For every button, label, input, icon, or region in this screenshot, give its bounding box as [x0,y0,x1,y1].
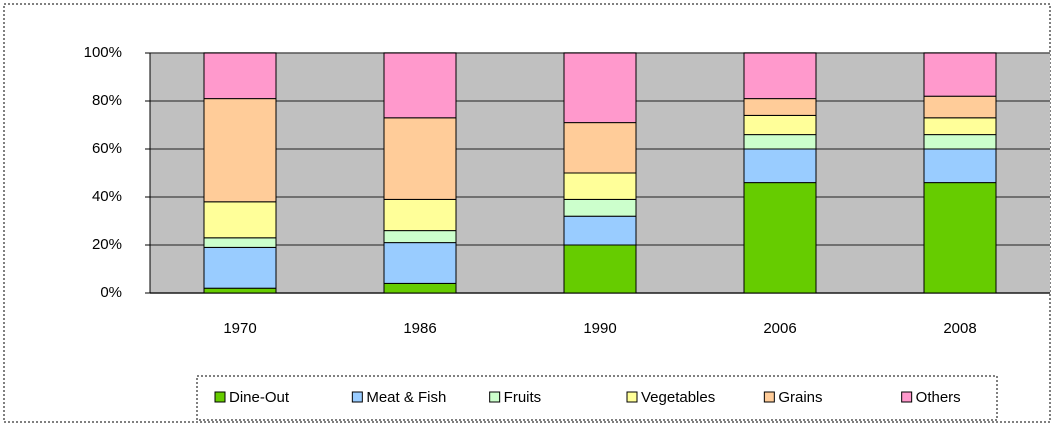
legend-swatch [489,391,501,403]
bar-segment [923,95,997,119]
legend-label: Grains [778,389,822,406]
legend-swatch [901,391,913,403]
bar-segment [743,148,817,184]
bar-segment [923,182,997,294]
x-tick-label: 2008 [943,320,976,337]
bar-segment [563,244,637,294]
legend-swatch [763,391,775,403]
bar-segment [923,52,997,97]
x-tick-label: 1990 [583,320,616,337]
bar-segment [203,287,277,294]
bar-segment [383,117,457,200]
bar-segment [563,172,637,200]
bar-segment [383,230,457,244]
bar-segment [563,52,637,124]
legend-label: Vegetables [641,389,715,406]
bar-segment [203,246,277,289]
x-tick-label: 1986 [403,320,436,337]
bar-segment [923,117,997,136]
y-tick-label: 100% [84,44,122,61]
legend-label: Meat & Fish [366,389,446,406]
legend-label: Fruits [504,389,541,406]
bar-segment [923,134,997,150]
y-tick-label: 20% [92,236,122,253]
legend-box [196,375,998,421]
bar-segment [203,52,277,100]
bar-segment [743,52,817,100]
bar-segment [383,242,457,284]
legend-swatch [351,391,363,403]
x-tick-label: 2006 [763,320,796,337]
y-tick-label: 60% [92,140,122,157]
x-tick-label: 1970 [223,320,256,337]
bar-segment [563,122,637,174]
bar-segment [383,198,457,232]
bar-segment [563,198,637,217]
legend-swatch [626,391,638,403]
bar-segment [383,52,457,119]
bar-segment [743,98,817,116]
legend-label: Dine-Out [229,389,290,406]
bar-segment [203,201,277,239]
bar-segment [743,182,817,294]
bar-segment [203,98,277,203]
bar-segment [743,114,817,136]
y-tick-label: 40% [92,188,122,205]
bar-segment [383,282,457,294]
bar-segment [743,134,817,150]
y-tick-label: 80% [92,92,122,109]
y-tick-label: 0% [100,284,122,301]
legend-label: Others [916,389,961,406]
bar-segment [203,237,277,248]
bar-segment [563,215,637,246]
bar-segment [923,148,997,184]
legend-swatch [214,391,226,403]
